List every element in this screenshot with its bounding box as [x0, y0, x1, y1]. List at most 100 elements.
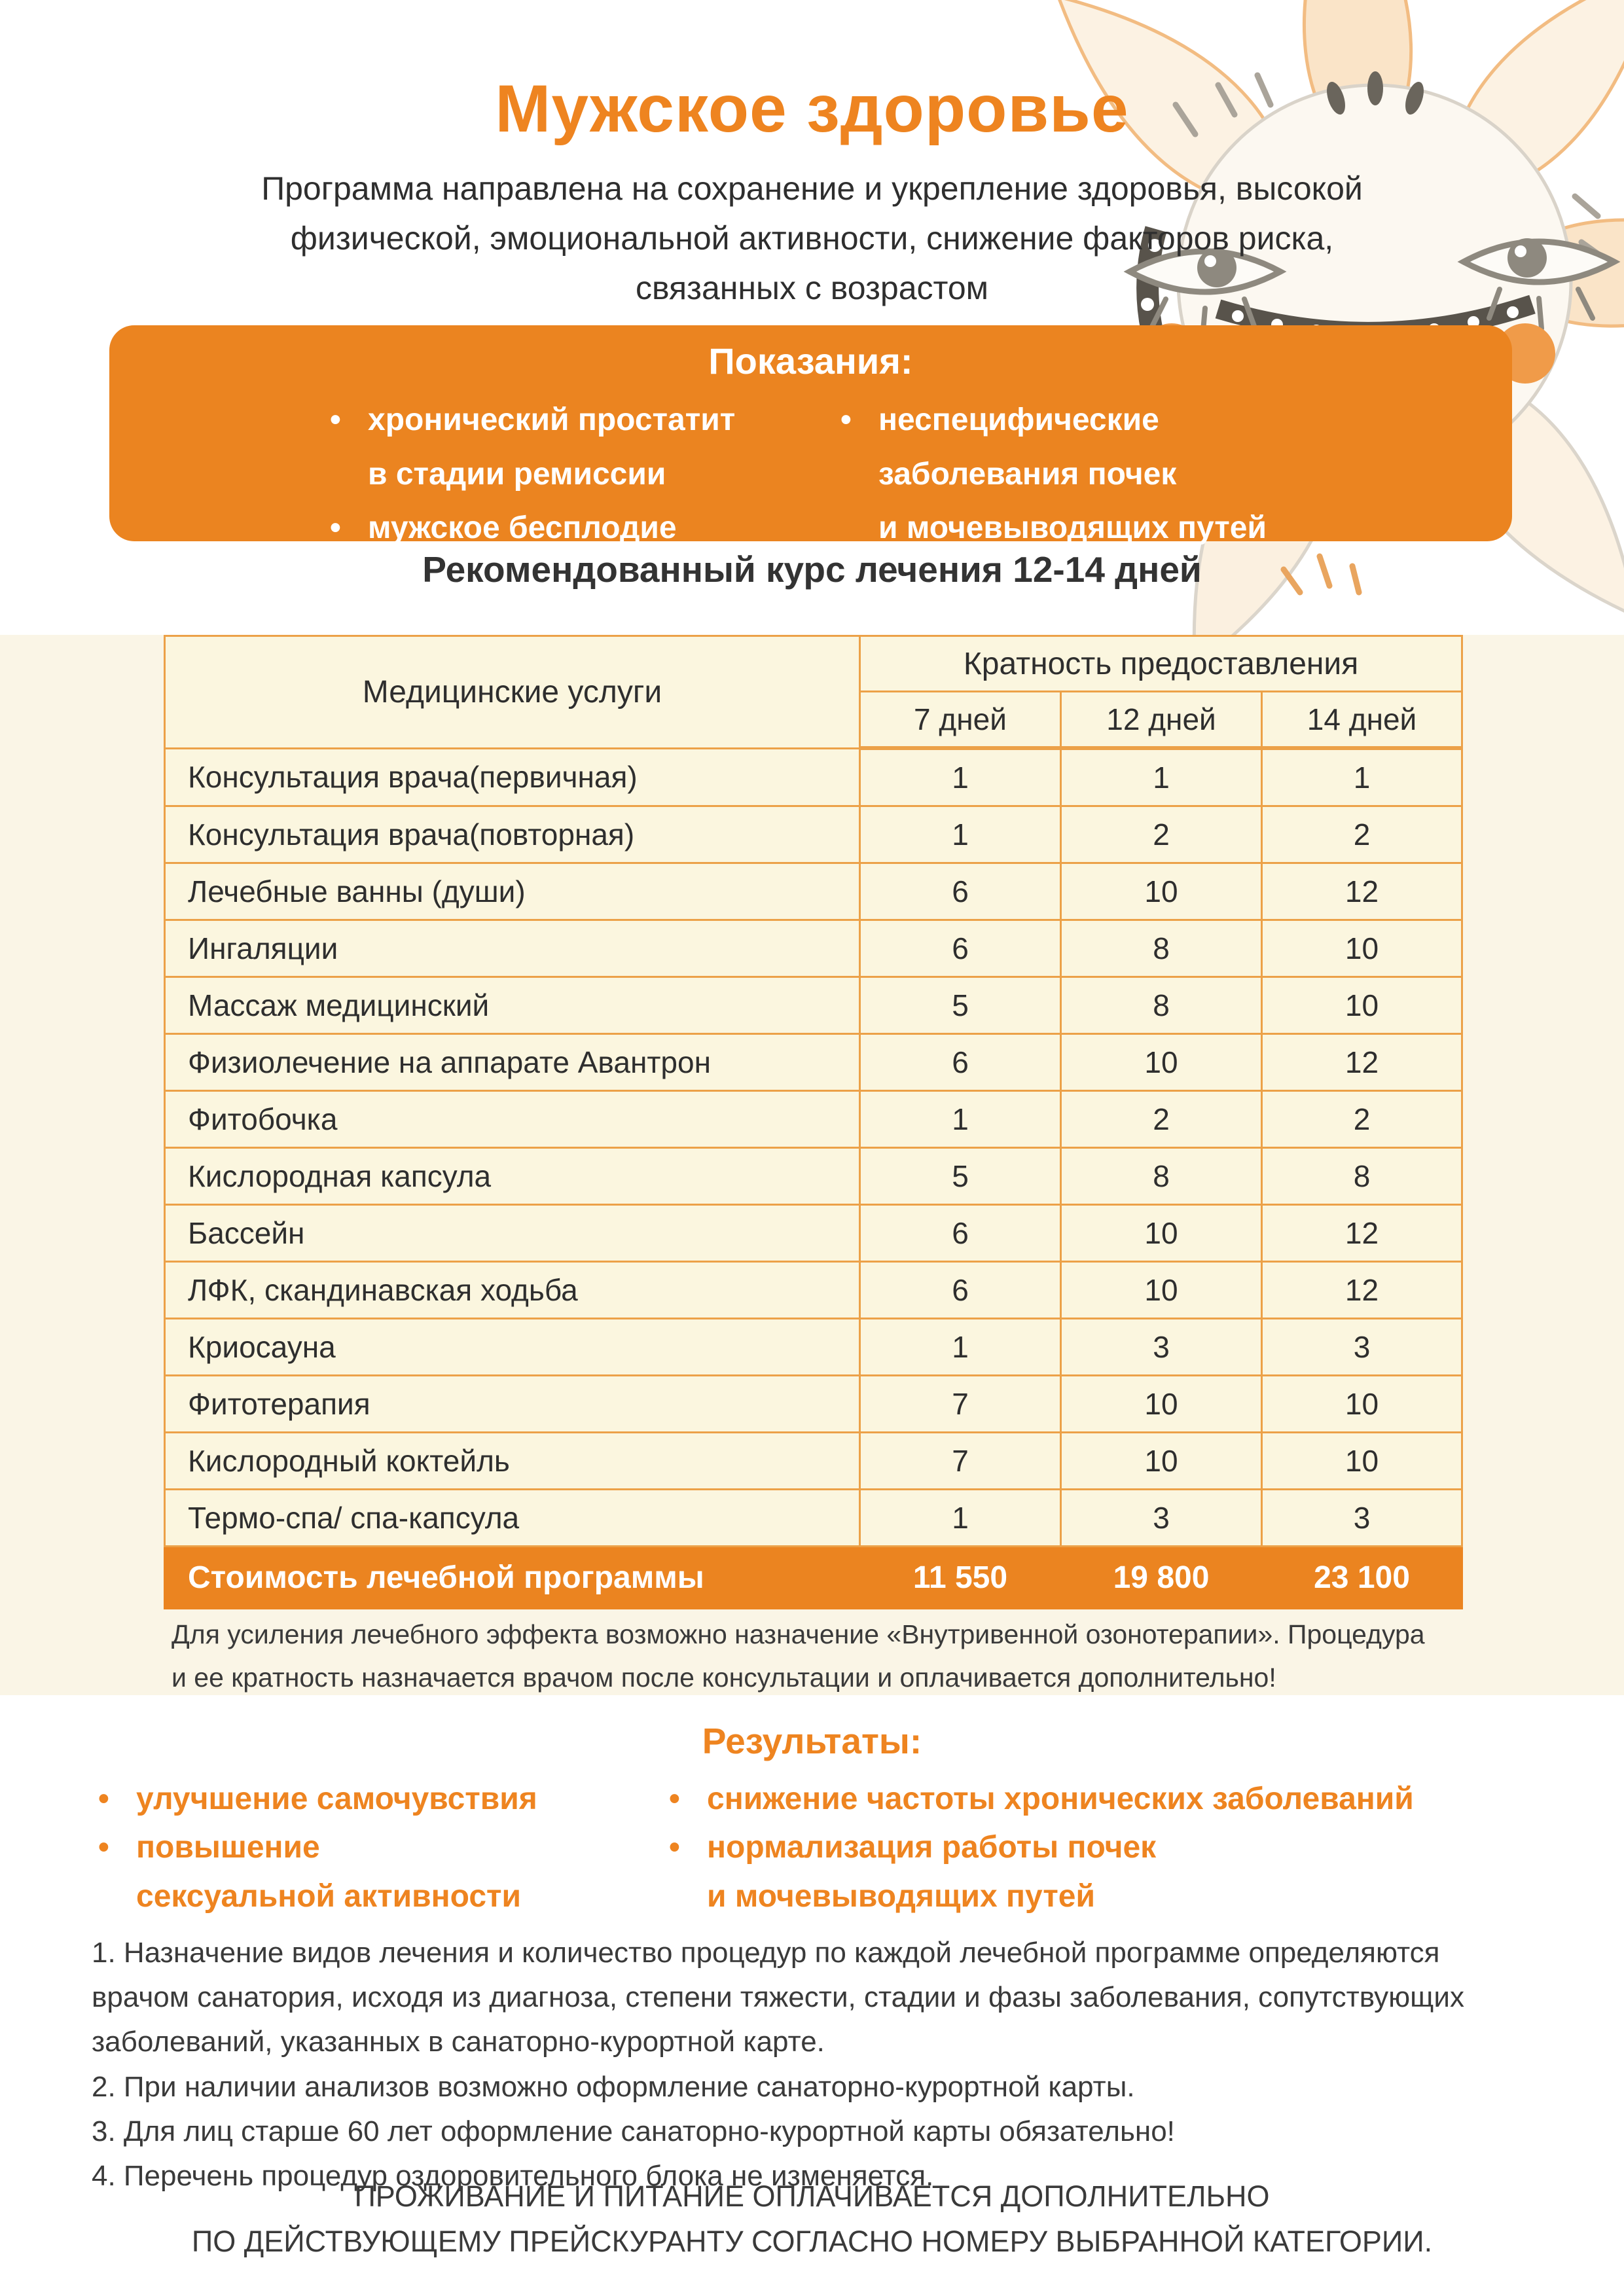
- footer-note: ПРОЖИВАНИЕ И ПИТАНИЕ ОПЛАЧИВАЕТСЯ ДОПОЛН…: [191, 2179, 1433, 2258]
- terms-note-item: 2. При наличии анализов возможно оформле…: [92, 2070, 1135, 2103]
- services-column-header: Медицинские услуги: [164, 635, 861, 749]
- services-table-body: Консультация врача(первичная) 1 1 1 Консульт…: [164, 747, 1464, 1547]
- service-cell: Лечебные ванны (души): [164, 862, 861, 921]
- cost-label: Стоимость лечебной программы: [164, 1545, 861, 1609]
- table-row: ЛФК, скандинавская ходьба 6 10 12: [164, 1261, 1464, 1319]
- value-cell: 8: [1060, 919, 1263, 978]
- table-row: Консультация врача(первичная) 1 1 1: [164, 747, 1464, 807]
- value-cell: 10: [1060, 1204, 1263, 1263]
- value-cell: 7: [859, 1431, 1062, 1490]
- page-title: Мужское здоровье: [495, 71, 1129, 146]
- right-eye-icon: [1457, 238, 1621, 331]
- indications-list-right: • неспецифические заболевания почек и моч…: [840, 393, 1495, 556]
- table-row: Консультация врача(повторная) 1 2 2: [164, 805, 1464, 864]
- value-cell: 8: [1060, 976, 1263, 1035]
- value-cell: 7: [859, 1374, 1062, 1433]
- value-cell: 1: [859, 1090, 1062, 1149]
- bullet-text: снижение частоты хронических заболеваний: [707, 1782, 1414, 1816]
- column-header-7-days: 7 дней: [859, 691, 1062, 750]
- service-cell: Консультация врача(первичная): [164, 747, 861, 807]
- bullet-item: • улучшение самочувствия: [98, 1775, 661, 1823]
- service-cell: Бассейн: [164, 1204, 861, 1263]
- cost-value-14-days: 23 100: [1260, 1545, 1464, 1609]
- value-cell: 10: [1260, 1374, 1464, 1433]
- results-list-right: • снижение частоты хронических заболевани…: [669, 1775, 1612, 1921]
- value-cell: 1: [859, 1318, 1062, 1376]
- value-cell: 10: [1060, 862, 1263, 921]
- value-cell: 12: [1260, 862, 1464, 921]
- value-cell: 3: [1060, 1318, 1263, 1376]
- service-cell: Ингаляции: [164, 919, 861, 978]
- value-cell: 6: [859, 919, 1062, 978]
- service-cell: ЛФК, скандинавская ходьба: [164, 1261, 861, 1319]
- bullet-item: • хронический простатит в стадии ремиссии: [330, 393, 827, 501]
- table-row: Фитобочка 1 2 2: [164, 1090, 1464, 1149]
- bullet-dot-icon: •: [669, 1782, 680, 1816]
- ozone-therapy-note: Для усиления лечебного эффекта возможно …: [171, 1619, 1425, 1693]
- value-cell: 10: [1060, 1033, 1263, 1092]
- terms-note-item: 3. Для лиц старше 60 лет оформление сана…: [92, 2115, 1175, 2147]
- service-cell: Термо-спа/ спа-капсула: [164, 1488, 861, 1547]
- table-row: Лечебные ванны (души) 6 10 12: [164, 862, 1464, 921]
- indications-box: Показания: • хронический простатит в стад…: [109, 325, 1512, 545]
- table-row: Ингаляции 6 8 10: [164, 919, 1464, 978]
- value-cell: 10: [1060, 1431, 1263, 1490]
- left-eye-icon: [1123, 248, 1287, 341]
- bullet-dot-icon: •: [98, 1782, 109, 1816]
- results-title: Результаты:: [702, 1721, 922, 1761]
- value-cell: 12: [1260, 1261, 1464, 1319]
- table-row: Термо-спа/ спа-капсула 1 3 3: [164, 1488, 1464, 1547]
- value-cell: 3: [1260, 1318, 1464, 1376]
- value-cell: 2: [1060, 805, 1263, 864]
- bullet-dot-icon: •: [98, 1830, 109, 1865]
- terms-note-item: 1. Назначение видов лечения и количество…: [92, 1937, 1464, 2058]
- value-cell: 8: [1060, 1147, 1263, 1206]
- value-cell: 6: [859, 1261, 1062, 1319]
- value-cell: 1: [859, 805, 1062, 864]
- services-table: Медицинские услуги Кратность предоставле…: [164, 635, 1464, 1609]
- table-header-row-2: 7 дней 12 дней 14 дней: [165, 691, 1464, 750]
- bullet-text: мужское бесплодие: [368, 511, 677, 546]
- service-cell: Физиолечение на аппарате Авантрон: [164, 1033, 861, 1092]
- bullet-item: • снижение частоты хронических заболевани…: [669, 1775, 1612, 1823]
- bullet-dot-icon: •: [330, 511, 341, 546]
- bullet-text: улучшение самочувствия: [136, 1782, 537, 1816]
- table-row: Кислородная капсула 5 8 8: [164, 1147, 1464, 1206]
- cost-value-12-days: 19 800: [1060, 1545, 1263, 1609]
- value-cell: 2: [1060, 1090, 1263, 1149]
- value-cell: 10: [1060, 1374, 1263, 1433]
- indications-title: Показания:: [708, 340, 913, 382]
- cost-row: Стоимость лечебной программы 11 550 19 8…: [164, 1545, 1464, 1609]
- bullet-text: неспецифические заболевания почек и моче…: [878, 403, 1267, 546]
- bullet-dot-icon: •: [840, 403, 852, 437]
- table-row: Бассейн 6 10 12: [164, 1204, 1464, 1263]
- service-cell: Массаж медицинский: [164, 976, 861, 1035]
- value-cell: 1: [1060, 747, 1263, 807]
- bullet-text: хронический простатит в стадии ремиссии: [368, 403, 736, 492]
- service-cell: Криосауна: [164, 1318, 861, 1376]
- column-header-14-days: 14 дней: [1260, 691, 1464, 750]
- value-cell: 6: [859, 1204, 1062, 1263]
- value-cell: 3: [1060, 1488, 1263, 1547]
- service-cell: Фитобочка: [164, 1090, 861, 1149]
- table-header-row-1: Медицинские услуги Кратность предоставле…: [164, 635, 1464, 749]
- service-cell: Консультация врача(повторная): [164, 805, 861, 864]
- column-header-12-days: 12 дней: [1060, 691, 1263, 750]
- course-heading: Рекомендованный курс лечения 12-14 дней: [422, 549, 1202, 590]
- value-cell: 10: [1260, 1431, 1464, 1490]
- bullet-text: нормализация работы почек и мочевыводящи…: [707, 1830, 1157, 1914]
- value-cell: 1: [1260, 747, 1464, 807]
- value-cell: 12: [1260, 1033, 1464, 1092]
- value-cell: 2: [1260, 805, 1464, 864]
- value-cell: 6: [859, 1033, 1062, 1092]
- value-cell: 10: [1060, 1261, 1263, 1319]
- program-description: Программа направлена на сохранение и укр…: [261, 170, 1363, 306]
- terms-notes: 1. Назначение видов лечения и количество…: [92, 1931, 1584, 2198]
- results-list-left: • улучшение самочувствия • повышение сексуа…: [98, 1775, 661, 1921]
- value-cell: 8: [1260, 1147, 1464, 1206]
- table-row: Массаж медицинский 5 8 10: [164, 976, 1464, 1035]
- bullet-dot-icon: •: [330, 403, 341, 437]
- service-cell: Кислородный коктейль: [164, 1431, 861, 1490]
- value-cell: 12: [1260, 1204, 1464, 1263]
